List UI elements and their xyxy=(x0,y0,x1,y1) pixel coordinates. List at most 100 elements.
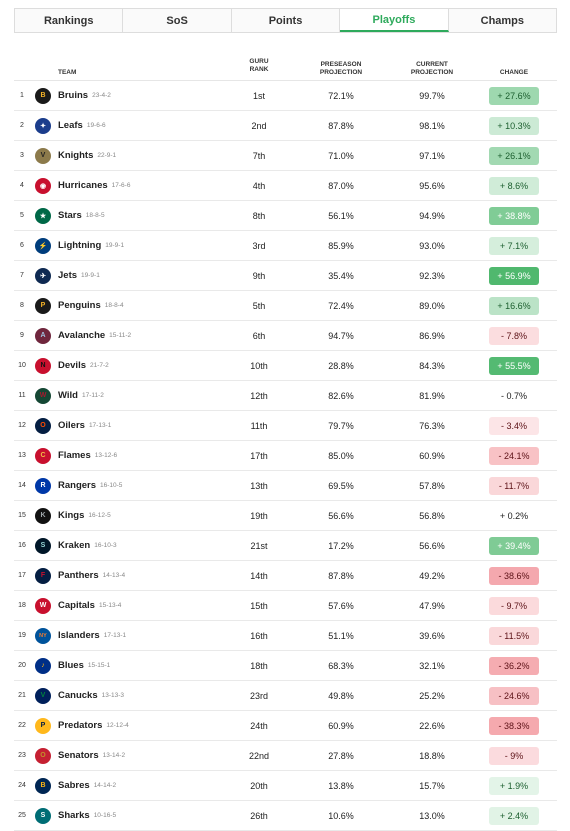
table-row: 16 S Kraken 16-10-3 21st 17.2% 56.6% + 3… xyxy=(14,531,557,561)
team-record: 14-14-2 xyxy=(93,782,117,789)
team-name[interactable]: Hurricanes xyxy=(58,180,108,191)
change-badge: + 27.6% xyxy=(489,86,539,105)
team-name[interactable]: Capitals xyxy=(58,600,95,611)
team-name[interactable]: Predators xyxy=(58,720,103,731)
preseason-projection: 87.8% xyxy=(328,120,354,131)
team-name[interactable]: Devils xyxy=(58,360,86,371)
team-name[interactable]: Flames xyxy=(58,450,91,461)
team-cell[interactable]: Knights 22-9-1 xyxy=(58,141,208,170)
team-cell[interactable]: Penguins 18-8-4 xyxy=(58,291,208,320)
change-badge: - 11.7% xyxy=(489,476,539,495)
current-projection: 15.7% xyxy=(419,780,445,791)
team-name[interactable]: Rangers xyxy=(58,480,97,491)
team-record: 15-15-1 xyxy=(87,662,111,669)
team-name[interactable]: Jets xyxy=(58,270,78,281)
header-team: TEAM xyxy=(58,69,77,76)
tab-points[interactable]: Points xyxy=(231,9,341,32)
row-rank: 10 xyxy=(18,362,26,369)
team-logo-icon: B xyxy=(35,777,51,794)
team-name[interactable]: Blues xyxy=(58,660,84,671)
team-cell[interactable]: Flames 13-12-6 xyxy=(58,441,208,470)
team-cell[interactable]: Leafs 19-6-6 xyxy=(58,111,208,140)
preseason-projection: 60.9% xyxy=(328,720,354,731)
team-cell[interactable]: Lightning 19-9-1 xyxy=(58,231,208,260)
team-name[interactable]: Avalanche xyxy=(58,330,106,341)
table-row: 5 ★ Stars 18-8-5 8th 56.1% 94.9% + 38.8% xyxy=(14,201,557,231)
team-record: 16-10-5 xyxy=(100,482,123,489)
current-projection: 84.3% xyxy=(419,360,445,371)
team-name[interactable]: Sabres xyxy=(58,780,90,791)
team-cell[interactable]: Predators 12-12-4 xyxy=(58,711,208,740)
team-name[interactable]: Senators xyxy=(58,750,99,761)
team-name[interactable]: Leafs xyxy=(58,120,83,131)
change-badge: - 24.1% xyxy=(489,446,539,465)
team-name[interactable]: Panthers xyxy=(58,570,99,581)
tab-champs[interactable]: Champs xyxy=(448,9,557,32)
team-name[interactable]: Canucks xyxy=(58,690,98,701)
team-logo-icon: ♪ xyxy=(35,657,51,674)
team-logo-icon: V xyxy=(35,687,51,704)
team-name[interactable]: Knights xyxy=(58,150,94,161)
team-cell[interactable]: Canucks 13-13-3 xyxy=(58,681,208,710)
team-logo: P xyxy=(34,711,52,740)
team-cell[interactable]: Blues 15-15-1 xyxy=(58,651,208,680)
team-name[interactable]: Sharks xyxy=(58,810,90,821)
team-name[interactable]: Bruins xyxy=(58,90,89,101)
team-cell[interactable]: Rangers 16-10-5 xyxy=(58,471,208,500)
team-cell[interactable]: Stars 18-8-5 xyxy=(58,201,208,230)
team-cell[interactable]: Islanders 17-13-1 xyxy=(58,621,208,650)
guru-rank: 1st xyxy=(252,90,265,101)
team-record: 13-14-2 xyxy=(102,752,126,759)
tab-sos[interactable]: SoS xyxy=(123,9,232,32)
change-cell: - 7.8% xyxy=(489,321,539,350)
preseason-projection: 28.8% xyxy=(328,360,354,371)
change-badge: - 24.6% xyxy=(489,686,539,705)
view-tabs: Rankings SoS Points Playoffs Champs xyxy=(14,8,557,33)
team-logo-icon: P xyxy=(35,297,51,314)
table-row: 14 R Rangers 16-10-5 13th 69.5% 57.8% - … xyxy=(14,471,557,501)
tab-playoffs[interactable]: Playoffs xyxy=(340,9,449,32)
team-record: 18-8-4 xyxy=(104,302,124,309)
team-name[interactable]: Oilers xyxy=(58,420,85,431)
team-cell[interactable]: Oilers 17-13-1 xyxy=(58,411,208,440)
current-projection: 76.3% xyxy=(419,420,445,431)
row-rank: 13 xyxy=(18,452,26,459)
team-cell[interactable]: Devils 21-7-2 xyxy=(58,351,208,380)
team-cell[interactable]: Kings 16-12-5 xyxy=(58,501,208,530)
team-cell[interactable]: Sabres 14-14-2 xyxy=(58,771,208,800)
guru-rank: 13th xyxy=(250,480,268,491)
team-logo-icon: R xyxy=(35,477,51,494)
team-name[interactable]: Wild xyxy=(58,390,78,401)
guru-rank: 2nd xyxy=(251,120,267,131)
team-name[interactable]: Kings xyxy=(58,510,85,521)
team-cell[interactable]: Avalanche 15-11-2 xyxy=(58,321,208,350)
team-name[interactable]: Penguins xyxy=(58,300,101,311)
team-logo-icon: ⚡ xyxy=(35,237,51,254)
change-badge: - 3.4% xyxy=(489,416,539,435)
team-name[interactable]: Islanders xyxy=(58,630,100,641)
tab-rankings[interactable]: Rankings xyxy=(15,9,124,32)
guru-rank: 16th xyxy=(250,630,268,641)
team-logo: V xyxy=(34,681,52,710)
team-name[interactable]: Lightning xyxy=(58,240,102,251)
team-logo: C xyxy=(34,441,52,470)
team-cell[interactable]: Kraken 16-10-3 xyxy=(58,531,208,560)
team-cell[interactable]: Capitals 15-13-4 xyxy=(58,591,208,620)
team-cell[interactable]: Hurricanes 17-6-6 xyxy=(58,171,208,200)
team-cell[interactable]: Wild 17-11-2 xyxy=(58,381,208,410)
team-cell[interactable]: Bruins 23-4-2 xyxy=(58,81,208,110)
change-cell: - 0.7% xyxy=(489,381,539,410)
team-cell[interactable]: Panthers 14-13-4 xyxy=(58,561,208,590)
team-record: 17-13-1 xyxy=(103,632,127,639)
row-rank: 24 xyxy=(18,782,26,789)
team-logo-icon: NY xyxy=(35,627,51,644)
current-projection: 56.8% xyxy=(419,510,445,521)
team-cell[interactable]: Sharks 10-16-5 xyxy=(58,801,208,830)
team-cell[interactable]: Senators 13-14-2 xyxy=(58,741,208,770)
current-projection: 57.8% xyxy=(419,480,445,491)
team-record: 15-11-2 xyxy=(109,332,132,339)
team-cell[interactable]: Jets 19-9-1 xyxy=(58,261,208,290)
guru-rank: 24th xyxy=(250,720,268,731)
team-name[interactable]: Stars xyxy=(58,210,82,221)
team-name[interactable]: Kraken xyxy=(58,540,91,551)
